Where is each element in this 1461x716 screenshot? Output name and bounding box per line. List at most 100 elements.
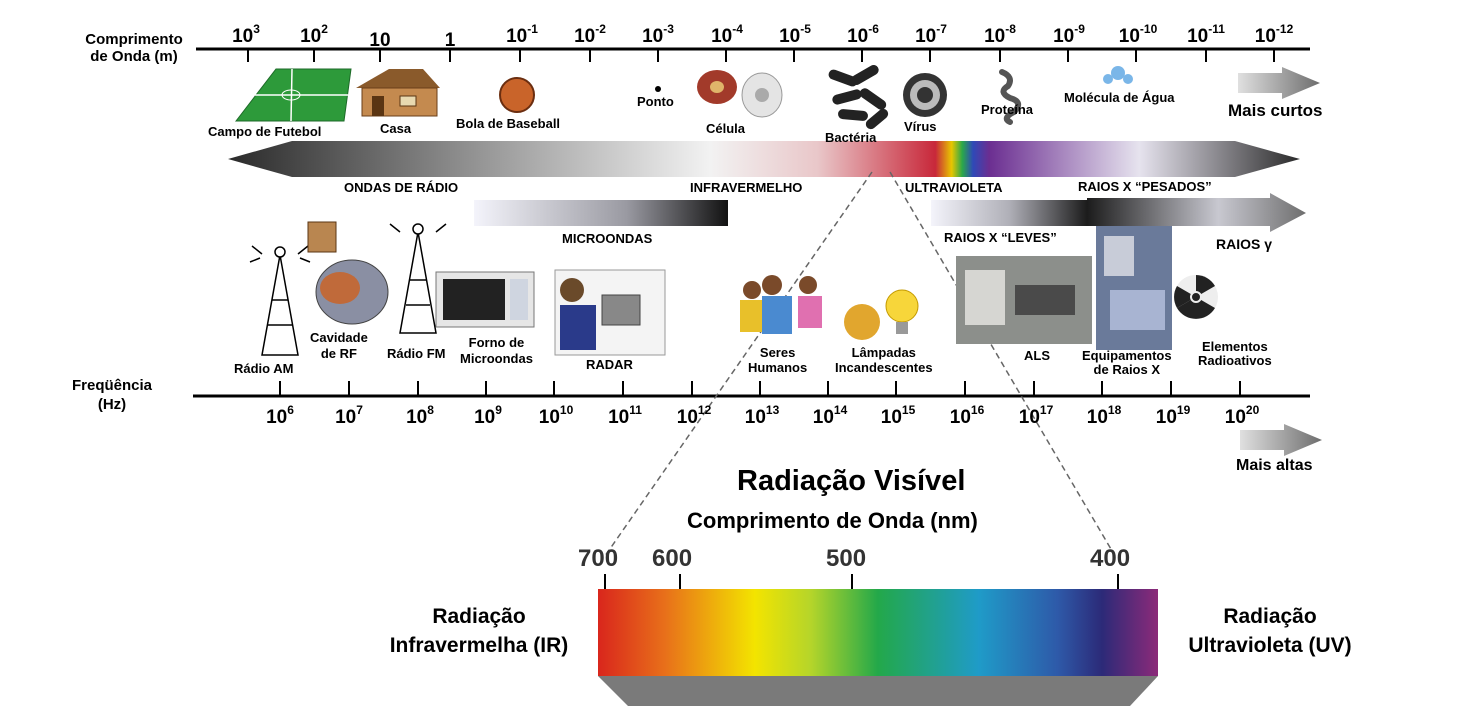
visible-tick-400: 400	[1090, 545, 1131, 572]
frequency-tick: 1018	[1086, 403, 1122, 428]
bacteria-icon	[828, 65, 889, 130]
gamma-band-label: RAIOS γ	[1216, 236, 1273, 252]
ir-radiation-label-line2: Infravermelha (IR)	[389, 634, 569, 657]
cell-icon	[697, 70, 783, 118]
radar-icon	[554, 269, 666, 356]
wavelength-tick: 10-9	[1053, 22, 1085, 47]
xray-equipment-label-line2: de Raios X	[1093, 362, 1161, 377]
radar-label: RADAR	[586, 357, 633, 372]
wavelength-tick: 10-8	[984, 22, 1016, 47]
water-molecule-label: Molécula de Água	[1064, 90, 1175, 105]
frequency-tick: 1011	[608, 403, 642, 428]
protein-label: Proteína	[981, 102, 1034, 117]
frequency-tick: 106	[266, 403, 294, 428]
wavelength-tick: 10-11	[1187, 22, 1225, 47]
gamma-arrow	[1087, 193, 1306, 232]
virus-label: Vírus	[904, 119, 937, 134]
bulbs-label-line1: Lâmpadas	[851, 345, 916, 360]
wavelength-axis-label-line1: Comprimento	[85, 31, 183, 48]
zoom-line-left	[604, 171, 873, 557]
frequency-tick: 1017	[1018, 403, 1054, 428]
shorter-arrow	[1238, 67, 1320, 99]
wavelength-tick: 10-2	[574, 22, 606, 47]
infrared-band-label: INFRAVERMELHO	[690, 180, 803, 195]
humans-icon	[740, 275, 822, 334]
water-molecule-icon	[1103, 66, 1133, 84]
soft-xray-band-label: RAIOS X “LEVES”	[944, 230, 1057, 245]
frequency-tick: 1020	[1224, 403, 1260, 428]
fm-antenna-icon	[389, 223, 447, 334]
uv-radiation-label: Radiação Ultravioleta (UV)	[1168, 602, 1372, 660]
als-label: ALS	[1024, 348, 1050, 363]
rf-cavity-label-line2: de RF	[320, 346, 357, 361]
dot-label: Ponto	[637, 94, 674, 109]
rf-cavity-label: Cavidade de RF	[310, 330, 368, 362]
wavelength-axis-label: Comprimento de Onda (m)	[68, 31, 200, 65]
microwave-oven-label-line1: Forno de	[468, 335, 525, 350]
visible-tick-700: 700	[578, 545, 619, 572]
frequency-axis-label: Freqüência (Hz)	[64, 376, 160, 414]
wavelength-tick: 10-3	[642, 22, 674, 47]
baseball-label: Bola de Baseball	[456, 116, 561, 131]
spectrum-arrow	[228, 141, 1300, 177]
wavelength-tick: 10-4	[711, 22, 743, 47]
rf-cavity-label-line1: Cavidade	[310, 330, 368, 345]
wavelength-tick: 10-5	[779, 22, 811, 47]
xray-equipment-photo-icon	[1096, 226, 1172, 350]
am-radio-label: Rádio AM	[234, 361, 294, 376]
wavelength-tick: 10-7	[915, 22, 947, 47]
humans-label: Seres Humanos	[748, 345, 807, 375]
soft-xray-bar	[931, 200, 1087, 226]
frequency-axis-label-line2: (Hz)	[97, 396, 127, 413]
radio-band-label: ONDAS DE RÁDIO	[344, 180, 459, 195]
protein-icon	[999, 69, 1022, 125]
wavelength-tick: 10	[369, 30, 391, 51]
higher-label: Mais altas	[1236, 457, 1313, 474]
microwave-oven-label-line2: Microondas	[460, 351, 533, 366]
bacteria-label: Bactéria	[825, 130, 877, 145]
football-field-icon	[234, 68, 352, 122]
wavelength-tick: 102	[300, 22, 328, 47]
hard-xray-band-label: RAIOS X “PESADOS”	[1078, 179, 1212, 194]
fm-radio-label: Rádio FM	[387, 346, 446, 361]
higher-arrow	[1240, 424, 1322, 456]
bulbs-label: Lâmpadas Incandescentes	[835, 345, 933, 375]
microwave-band-label: MICROONDAS	[562, 231, 653, 246]
radioactive-label: Elementos Radioativos	[1198, 340, 1272, 368]
am-antenna-icon	[249, 245, 311, 356]
radioactive-label-line2: Radioativos	[1198, 353, 1272, 368]
frequency-tick: 1010	[538, 403, 574, 428]
zoom-line-right	[889, 171, 1116, 557]
ultraviolet-band-label: ULTRAVIOLETA	[905, 180, 1003, 195]
frequency-tick: 109	[474, 403, 502, 428]
wavelength-tick: 103	[232, 22, 260, 47]
frequency-tick: 1014	[812, 403, 848, 428]
visible-axis-ticks	[604, 574, 1119, 589]
visible-spectrum-base	[598, 676, 1158, 706]
frequency-tick: 1013	[744, 403, 780, 428]
radioactive-icon	[1174, 275, 1218, 319]
visible-tick-500: 500	[826, 545, 867, 572]
uv-radiation-label-line1: Radiação	[1223, 605, 1317, 628]
wavelength-tick: 10-1	[506, 22, 538, 47]
frequency-tick: 108	[406, 403, 434, 428]
wavelength-axis-ticks	[247, 49, 1275, 62]
football-field-label: Campo de Futebol	[208, 124, 322, 139]
frequency-tick: 1012	[676, 403, 712, 428]
wavelength-axis-label-line2: de Onda (m)	[90, 48, 178, 65]
ir-radiation-label: Radiação Infravermelha (IR)	[368, 602, 590, 660]
bulbs-icon	[844, 289, 919, 340]
microwave-bar	[474, 200, 728, 226]
microwave-oven-label: Forno de Microondas	[460, 335, 533, 367]
humans-label-line1: Seres	[759, 345, 796, 360]
house-label: Casa	[380, 121, 412, 136]
wavelength-tick: 1	[444, 30, 456, 51]
visible-spectrum-bar	[598, 589, 1158, 676]
uv-radiation-label-line2: Ultravioleta (UV)	[1188, 634, 1352, 657]
visible-subtitle: Comprimento de Onda (nm)	[687, 508, 978, 533]
visible-tick-600: 600	[652, 545, 693, 572]
rf-cavity-icon	[307, 221, 389, 325]
house-icon	[356, 69, 440, 117]
humans-label-line2: Humanos	[748, 360, 808, 375]
